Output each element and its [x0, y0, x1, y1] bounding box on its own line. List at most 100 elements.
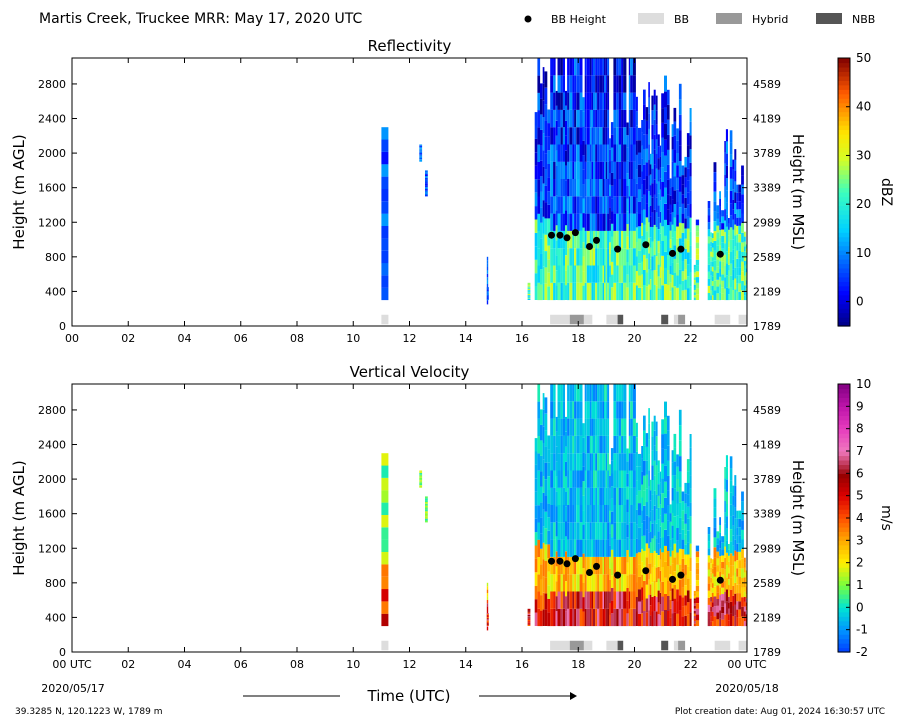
data-cell	[693, 274, 696, 278]
data-cell	[659, 482, 662, 494]
y-axis-label: Height (m AGL)	[10, 134, 28, 249]
data-cell	[584, 487, 587, 505]
data-cell	[565, 225, 568, 241]
data-cell	[736, 184, 739, 193]
data-cell	[553, 196, 556, 214]
data-cell	[669, 282, 672, 292]
data-cell	[623, 58, 627, 76]
data-cell	[591, 435, 594, 454]
data-cell	[711, 564, 714, 569]
y-tick-label: 1200	[38, 542, 66, 555]
data-cell	[534, 545, 538, 559]
data-cell	[613, 487, 617, 505]
data-cell	[649, 615, 652, 626]
data-cell	[743, 236, 746, 242]
data-cell	[540, 114, 543, 130]
data-cell	[659, 559, 662, 571]
data-cell	[667, 490, 670, 506]
data-cell	[693, 598, 696, 601]
data-cell	[591, 144, 594, 162]
data-cell	[597, 574, 600, 592]
data-cell	[560, 608, 563, 627]
data-cell	[540, 238, 543, 254]
data-cell	[527, 295, 531, 297]
data-cell	[732, 229, 735, 240]
data-cell	[597, 608, 600, 627]
data-cell	[655, 465, 658, 480]
data-cell	[547, 259, 551, 273]
data-cell	[595, 196, 598, 214]
data-cell	[610, 287, 614, 301]
data-cell	[589, 384, 592, 402]
data-cell	[425, 511, 428, 514]
bb-height-point	[669, 249, 676, 257]
data-cell	[689, 258, 692, 273]
data-cell	[381, 263, 389, 276]
colorbar-step	[838, 102, 850, 108]
data-cell	[635, 524, 638, 539]
data-cell	[586, 248, 590, 266]
data-cell	[728, 282, 730, 289]
data-cell	[736, 225, 739, 235]
data-cell	[657, 555, 660, 567]
data-cell	[579, 591, 583, 609]
data-cell	[574, 574, 577, 592]
data-cell	[599, 58, 603, 76]
data-cell	[719, 245, 721, 254]
data-cell	[655, 110, 658, 125]
data-cell	[719, 284, 721, 293]
data-cell	[584, 453, 587, 471]
data-cell	[604, 487, 606, 505]
data-cell	[689, 475, 692, 489]
data-field	[381, 384, 747, 631]
data-cell	[602, 505, 605, 523]
data-cell	[544, 413, 548, 431]
data-cell	[425, 194, 428, 197]
data-cell	[651, 611, 654, 627]
legend-hybrid-swatch	[716, 13, 742, 24]
data-cell	[579, 248, 583, 266]
data-cell	[616, 539, 619, 557]
data-cell	[738, 242, 742, 251]
colorbar-step	[838, 455, 850, 461]
data-cell	[725, 455, 728, 468]
data-cell	[607, 401, 610, 419]
data-cell	[550, 539, 554, 557]
data-cell	[721, 549, 725, 556]
data-cell	[728, 596, 730, 603]
bb-height-point	[677, 245, 685, 253]
data-cell	[651, 494, 654, 510]
data-cell	[419, 156, 423, 158]
data-cell	[676, 540, 679, 553]
data-cell	[544, 71, 548, 88]
data-cell	[738, 217, 742, 226]
data-cell	[648, 160, 650, 176]
data-cell	[582, 256, 585, 272]
data-cell	[632, 574, 636, 592]
data-cell	[713, 488, 717, 498]
y2-tick-label: 4189	[753, 439, 781, 452]
data-cell	[669, 521, 672, 531]
data-cell	[664, 513, 667, 530]
colorbar-step	[838, 419, 850, 425]
data-cell	[544, 462, 548, 479]
colorbar-step	[838, 174, 850, 180]
data-cell	[616, 505, 619, 523]
data-cell	[569, 127, 573, 145]
data-cell	[544, 397, 548, 414]
data-cell	[562, 470, 565, 488]
data-cell	[657, 614, 660, 626]
data-cell	[716, 571, 720, 579]
data-cell	[667, 225, 670, 240]
data-field	[381, 58, 747, 305]
data-cell	[486, 606, 489, 610]
data-cell	[741, 261, 744, 272]
data-cell	[567, 248, 570, 266]
data-cell	[565, 255, 568, 271]
data-cell	[667, 119, 670, 135]
data-cell	[605, 539, 608, 557]
data-cell	[635, 140, 638, 155]
colorbar-step	[838, 209, 850, 215]
data-cell	[732, 606, 735, 616]
data-cell	[695, 562, 700, 569]
